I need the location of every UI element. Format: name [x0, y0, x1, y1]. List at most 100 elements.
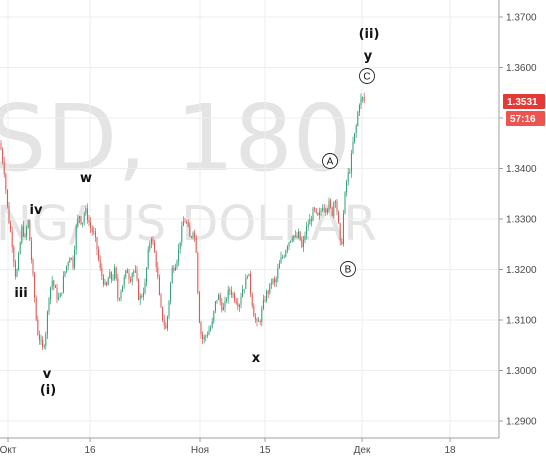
candle: [187, 219, 189, 228]
candle: [256, 317, 258, 327]
candle: [280, 251, 282, 264]
candle: [312, 206, 314, 222]
candle: [309, 213, 311, 225]
x-tick-label: Окт: [0, 445, 17, 456]
candle: [224, 296, 226, 313]
candle: [286, 244, 288, 254]
candle: [226, 297, 228, 304]
y-tick-label: 1.3200: [506, 265, 537, 276]
wave-label: iv: [30, 203, 43, 218]
candle: [35, 295, 37, 322]
candle: [194, 229, 196, 243]
candle: [53, 279, 55, 291]
candle: [331, 206, 333, 217]
candle: [246, 275, 248, 280]
candle: [302, 235, 304, 253]
candle: [3, 156, 5, 178]
candle: [202, 331, 204, 345]
candle: [114, 264, 116, 281]
candle: [45, 331, 47, 350]
candle: [80, 216, 82, 226]
candle: [90, 217, 92, 234]
countdown-tag: 57:16: [506, 111, 545, 126]
candle: [58, 292, 60, 301]
candle: [14, 259, 16, 280]
candle: [253, 303, 255, 318]
candle: [360, 93, 362, 110]
candle: [102, 273, 104, 288]
candle: [104, 278, 106, 286]
candle: [310, 215, 312, 227]
candle: [134, 265, 136, 274]
candle: [306, 221, 308, 240]
candle: [261, 305, 263, 327]
candle: [267, 289, 269, 299]
candle: [285, 249, 287, 258]
candle: [296, 231, 298, 239]
candle: [214, 301, 216, 314]
y-tick-label: 1.2900: [506, 417, 537, 428]
candle: [98, 246, 100, 262]
candle: [133, 269, 135, 277]
candle: [70, 257, 72, 261]
candle: [5, 172, 7, 195]
candle: [339, 222, 341, 246]
candle: [59, 292, 61, 298]
candle: [189, 222, 191, 237]
candle: [320, 207, 322, 216]
candle: [269, 283, 271, 295]
candle: [198, 290, 200, 324]
candle: [355, 123, 357, 138]
candle: [240, 292, 242, 309]
wave-label: v: [43, 367, 52, 382]
candle: [205, 334, 207, 342]
candle: [91, 225, 93, 236]
candle: [326, 207, 328, 215]
candle: [333, 201, 335, 219]
candle: [338, 210, 340, 224]
candle: [237, 298, 239, 311]
wave-label: x: [252, 351, 261, 366]
candle: [150, 237, 152, 249]
countdown-value: 57:16: [510, 114, 536, 125]
candle: [18, 251, 20, 272]
candle: [29, 219, 31, 241]
candle: [115, 266, 117, 281]
candle: [262, 294, 264, 311]
candle: [19, 241, 21, 255]
candle: [334, 199, 336, 208]
candle: [51, 275, 53, 291]
candle: [75, 224, 77, 255]
time-axis[interactable]: Окт 16 Ноя 15 Дек 18: [0, 438, 456, 456]
candle: [88, 215, 90, 227]
wave-circle-text: B: [345, 265, 352, 276]
price-axis[interactable]: 1.37001.36001.35001.34001.33001.32001.31…: [499, 13, 537, 428]
candle: [77, 214, 79, 228]
candle: [259, 319, 261, 325]
y-tick-label: 1.3100: [506, 316, 537, 327]
candle: [160, 292, 162, 309]
candle: [349, 168, 351, 174]
candle: [157, 261, 159, 280]
candle: [347, 168, 349, 186]
candle: [184, 218, 186, 223]
candle: [266, 289, 268, 303]
candle: [112, 274, 114, 282]
wave-circle-a: A: [322, 153, 338, 169]
candle: [154, 240, 156, 253]
candle: [27, 219, 29, 229]
candle: [48, 296, 50, 315]
candle: [363, 92, 365, 104]
candle: [40, 334, 42, 345]
candle: [206, 331, 208, 339]
wave-label: y: [364, 49, 373, 64]
candle: [190, 235, 192, 239]
candle: [317, 212, 319, 216]
candle: [32, 257, 34, 277]
y-tick-label: 1.3600: [506, 63, 537, 74]
wave-annotations: (ii) yC A Bw iv iii v(i) x: [14, 27, 379, 398]
candle: [128, 269, 130, 284]
candle: [74, 245, 76, 271]
candle: [50, 286, 52, 305]
